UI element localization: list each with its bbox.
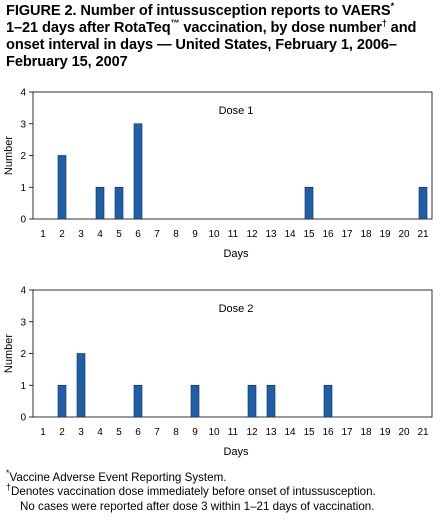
title-text-2a: 1–21 days after RotaTeq: [6, 20, 171, 36]
x-tick-label: 7: [154, 229, 160, 240]
x-tick-label: 3: [78, 427, 84, 438]
x-axis-label: Days: [223, 248, 249, 260]
bar: [133, 123, 143, 220]
y-tick-label: 0: [20, 413, 26, 424]
y-tick-label: 4: [20, 286, 26, 297]
title-line-1: FIGURE 2. Number of intussusception repo…: [6, 1, 438, 20]
bar: [133, 384, 143, 418]
trademark-mark: ™: [170, 18, 180, 29]
x-tick-label: 15: [303, 229, 315, 240]
bar: [190, 384, 200, 418]
bar: [57, 384, 67, 418]
x-tick-label: 20: [398, 229, 410, 240]
title-text-2b: vaccination, by dose number: [179, 20, 382, 36]
bar: [304, 186, 314, 220]
x-tick-label: 5: [116, 427, 122, 438]
title-text-2c: and: [386, 20, 417, 36]
y-tick-label: 2: [20, 151, 26, 162]
panel-label: Dose 1: [219, 105, 254, 117]
x-tick-label: 18: [360, 427, 372, 438]
bar: [95, 186, 105, 220]
x-tick-label: 19: [379, 229, 391, 240]
x-tick-label: 1: [40, 229, 46, 240]
y-tick-label: 1: [20, 183, 26, 194]
bar: [323, 384, 333, 418]
x-tick-label: 10: [208, 427, 220, 438]
x-tick-label: 17: [341, 229, 353, 240]
footnote-vaers: *Vaccine Adverse Event Reporting System.: [6, 468, 227, 485]
x-tick-label: 13: [265, 427, 277, 438]
title-star-mark: *: [390, 1, 395, 12]
y-tick-label: 3: [20, 317, 26, 328]
x-tick-label: 8: [173, 229, 179, 240]
footnote-dose: †Denotes vaccination dose immediately be…: [6, 482, 376, 499]
panel-label: Dose 2: [219, 303, 254, 315]
x-tick-label: 11: [228, 229, 239, 240]
x-tick-label: 13: [265, 229, 277, 240]
title-dagger-mark: †: [381, 18, 387, 29]
bar: [114, 186, 124, 220]
x-tick-label: 9: [192, 229, 198, 240]
title-text-1: FIGURE 2. Number of intussusception repo…: [6, 3, 391, 19]
bar: [247, 384, 257, 418]
x-tick-label: 10: [208, 229, 220, 240]
x-tick-label: 2: [59, 229, 65, 240]
x-tick-label: 3: [78, 229, 84, 240]
x-tick-label: 4: [97, 427, 103, 438]
title-line-2: 1–21 days after RotaTeq™ vaccination, by…: [6, 18, 438, 37]
footnote-dagger-mark: †: [6, 482, 12, 493]
x-tick-label: 2: [59, 427, 65, 438]
bar: [418, 186, 428, 220]
x-tick-label: 12: [246, 229, 258, 240]
x-tick-label: 21: [417, 427, 429, 438]
x-tick-label: 21: [417, 229, 429, 240]
x-tick-label: 4: [97, 229, 103, 240]
x-tick-label: 19: [379, 427, 391, 438]
x-tick-label: 14: [284, 427, 296, 438]
footnote-dagger-text: Denotes vaccination dose immediately bef…: [11, 485, 376, 498]
x-tick-label: 16: [322, 427, 334, 438]
x-tick-label: 1: [40, 427, 46, 438]
x-tick-label: 17: [341, 427, 353, 438]
y-tick-label: 0: [20, 215, 26, 226]
y-axis-label: Number: [3, 136, 15, 175]
x-tick-label: 20: [398, 427, 410, 438]
title-line-4: February 15, 2007: [6, 54, 128, 70]
y-tick-label: 4: [20, 88, 26, 99]
x-tick-label: 14: [284, 229, 296, 240]
y-tick-label: 2: [20, 349, 26, 360]
x-tick-label: 6: [135, 427, 141, 438]
x-tick-label: 12: [246, 427, 258, 438]
x-tick-label: 9: [192, 427, 198, 438]
y-axis-label: Number: [3, 334, 15, 373]
y-tick-label: 3: [20, 119, 26, 130]
y-tick-label: 1: [20, 381, 26, 392]
x-tick-label: 6: [135, 229, 141, 240]
x-tick-label: 15: [303, 427, 315, 438]
footnote-note: No cases were reported after dose 3 with…: [20, 500, 375, 513]
footnote-star-mark: *: [6, 468, 10, 479]
footnote-star-text: Vaccine Adverse Event Reporting System.: [9, 471, 227, 484]
title-line-3: onset interval in days — United States, …: [6, 37, 397, 53]
x-tick-label: 5: [116, 229, 122, 240]
x-tick-label: 18: [360, 229, 372, 240]
x-axis-label: Days: [223, 446, 249, 458]
x-tick-label: 7: [154, 427, 160, 438]
x-tick-label: 11: [228, 427, 239, 438]
bar: [266, 384, 276, 418]
figure-title: FIGURE 2. Number of intussusception repo…: [6, 1, 438, 71]
x-tick-label: 8: [173, 427, 179, 438]
x-tick-label: 16: [322, 229, 334, 240]
bar: [57, 155, 67, 220]
bar: [76, 353, 86, 418]
